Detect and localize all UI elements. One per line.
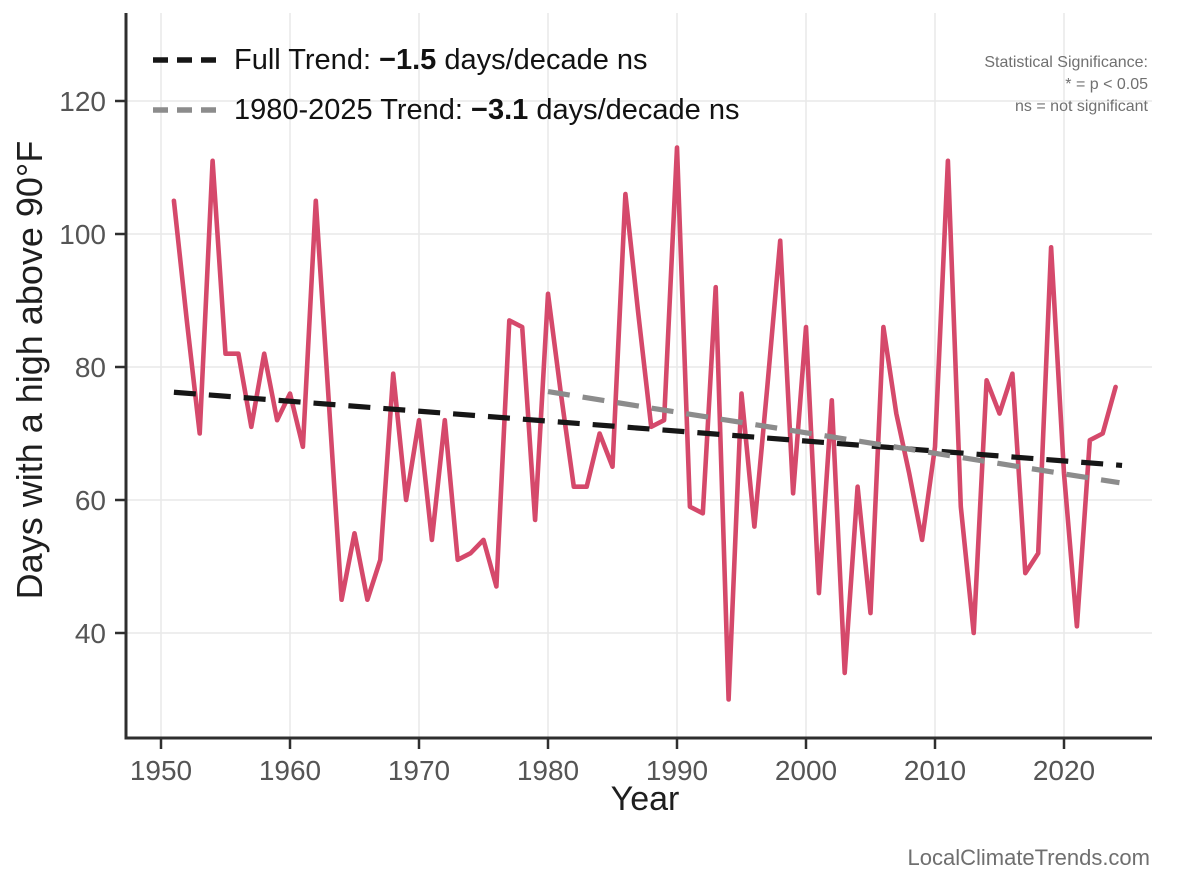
significance-note-line: * = p < 0.05	[1065, 76, 1148, 93]
x-tick-label: 2010	[904, 755, 966, 786]
y-tick-label: 40	[75, 618, 106, 649]
x-axis-title: Year	[610, 780, 680, 818]
recent-trend-line	[547, 389, 1120, 486]
y-axis-title: Days with a high above 90°F	[9, 140, 50, 600]
y-tick-label: 100	[59, 219, 106, 250]
legend-trend-value: −3.1	[471, 93, 529, 126]
x-tick-label: 1960	[259, 755, 321, 786]
x-tick-label: 1950	[130, 755, 192, 786]
legend-row-recent-trend: 1980-2025 Trend: −3.1 days/decade ns	[152, 90, 739, 130]
y-tick-label: 80	[75, 352, 106, 383]
recent-trend-dash-swatch	[153, 107, 217, 113]
x-tick-label: 2000	[775, 755, 837, 786]
legend-row-full-trend: Full Trend: −1.5 days/decade ns	[152, 40, 739, 80]
significance-note: Statistical Significance: * = p < 0.05 n…	[984, 52, 1148, 118]
x-tick-label: 1990	[646, 755, 708, 786]
legend-label-recent-trend: 1980-2025 Trend: −3.1 days/decade ns	[234, 94, 739, 127]
observed-line	[171, 145, 1118, 702]
legend-trend-value: −1.5	[379, 43, 437, 76]
legend-suffix: days/decade ns	[436, 43, 648, 76]
full-trend-line	[173, 389, 1123, 469]
x-tick-label: 1980	[517, 755, 579, 786]
x-tick-label: 2020	[1033, 755, 1095, 786]
significance-note-line: Statistical Significance:	[984, 54, 1148, 71]
legend-prefix: Full Trend:	[234, 43, 380, 76]
x-tick-label: 1970	[388, 755, 450, 786]
legend-label-full-trend: Full Trend: −1.5 days/decade ns	[234, 44, 648, 77]
y-tick-label: 120	[59, 86, 106, 117]
y-tick-label: 60	[75, 485, 106, 516]
watermark-text: LocalClimateTrends.com	[907, 845, 1151, 870]
legend: Full Trend: −1.5 days/decade ns 1980-202…	[152, 40, 739, 140]
full-trend-dash-swatch	[153, 57, 217, 63]
legend-suffix: days/decade ns	[528, 93, 740, 126]
significance-note-line: ns = not significant	[1015, 98, 1148, 115]
legend-prefix: 1980-2025 Trend:	[234, 93, 472, 126]
